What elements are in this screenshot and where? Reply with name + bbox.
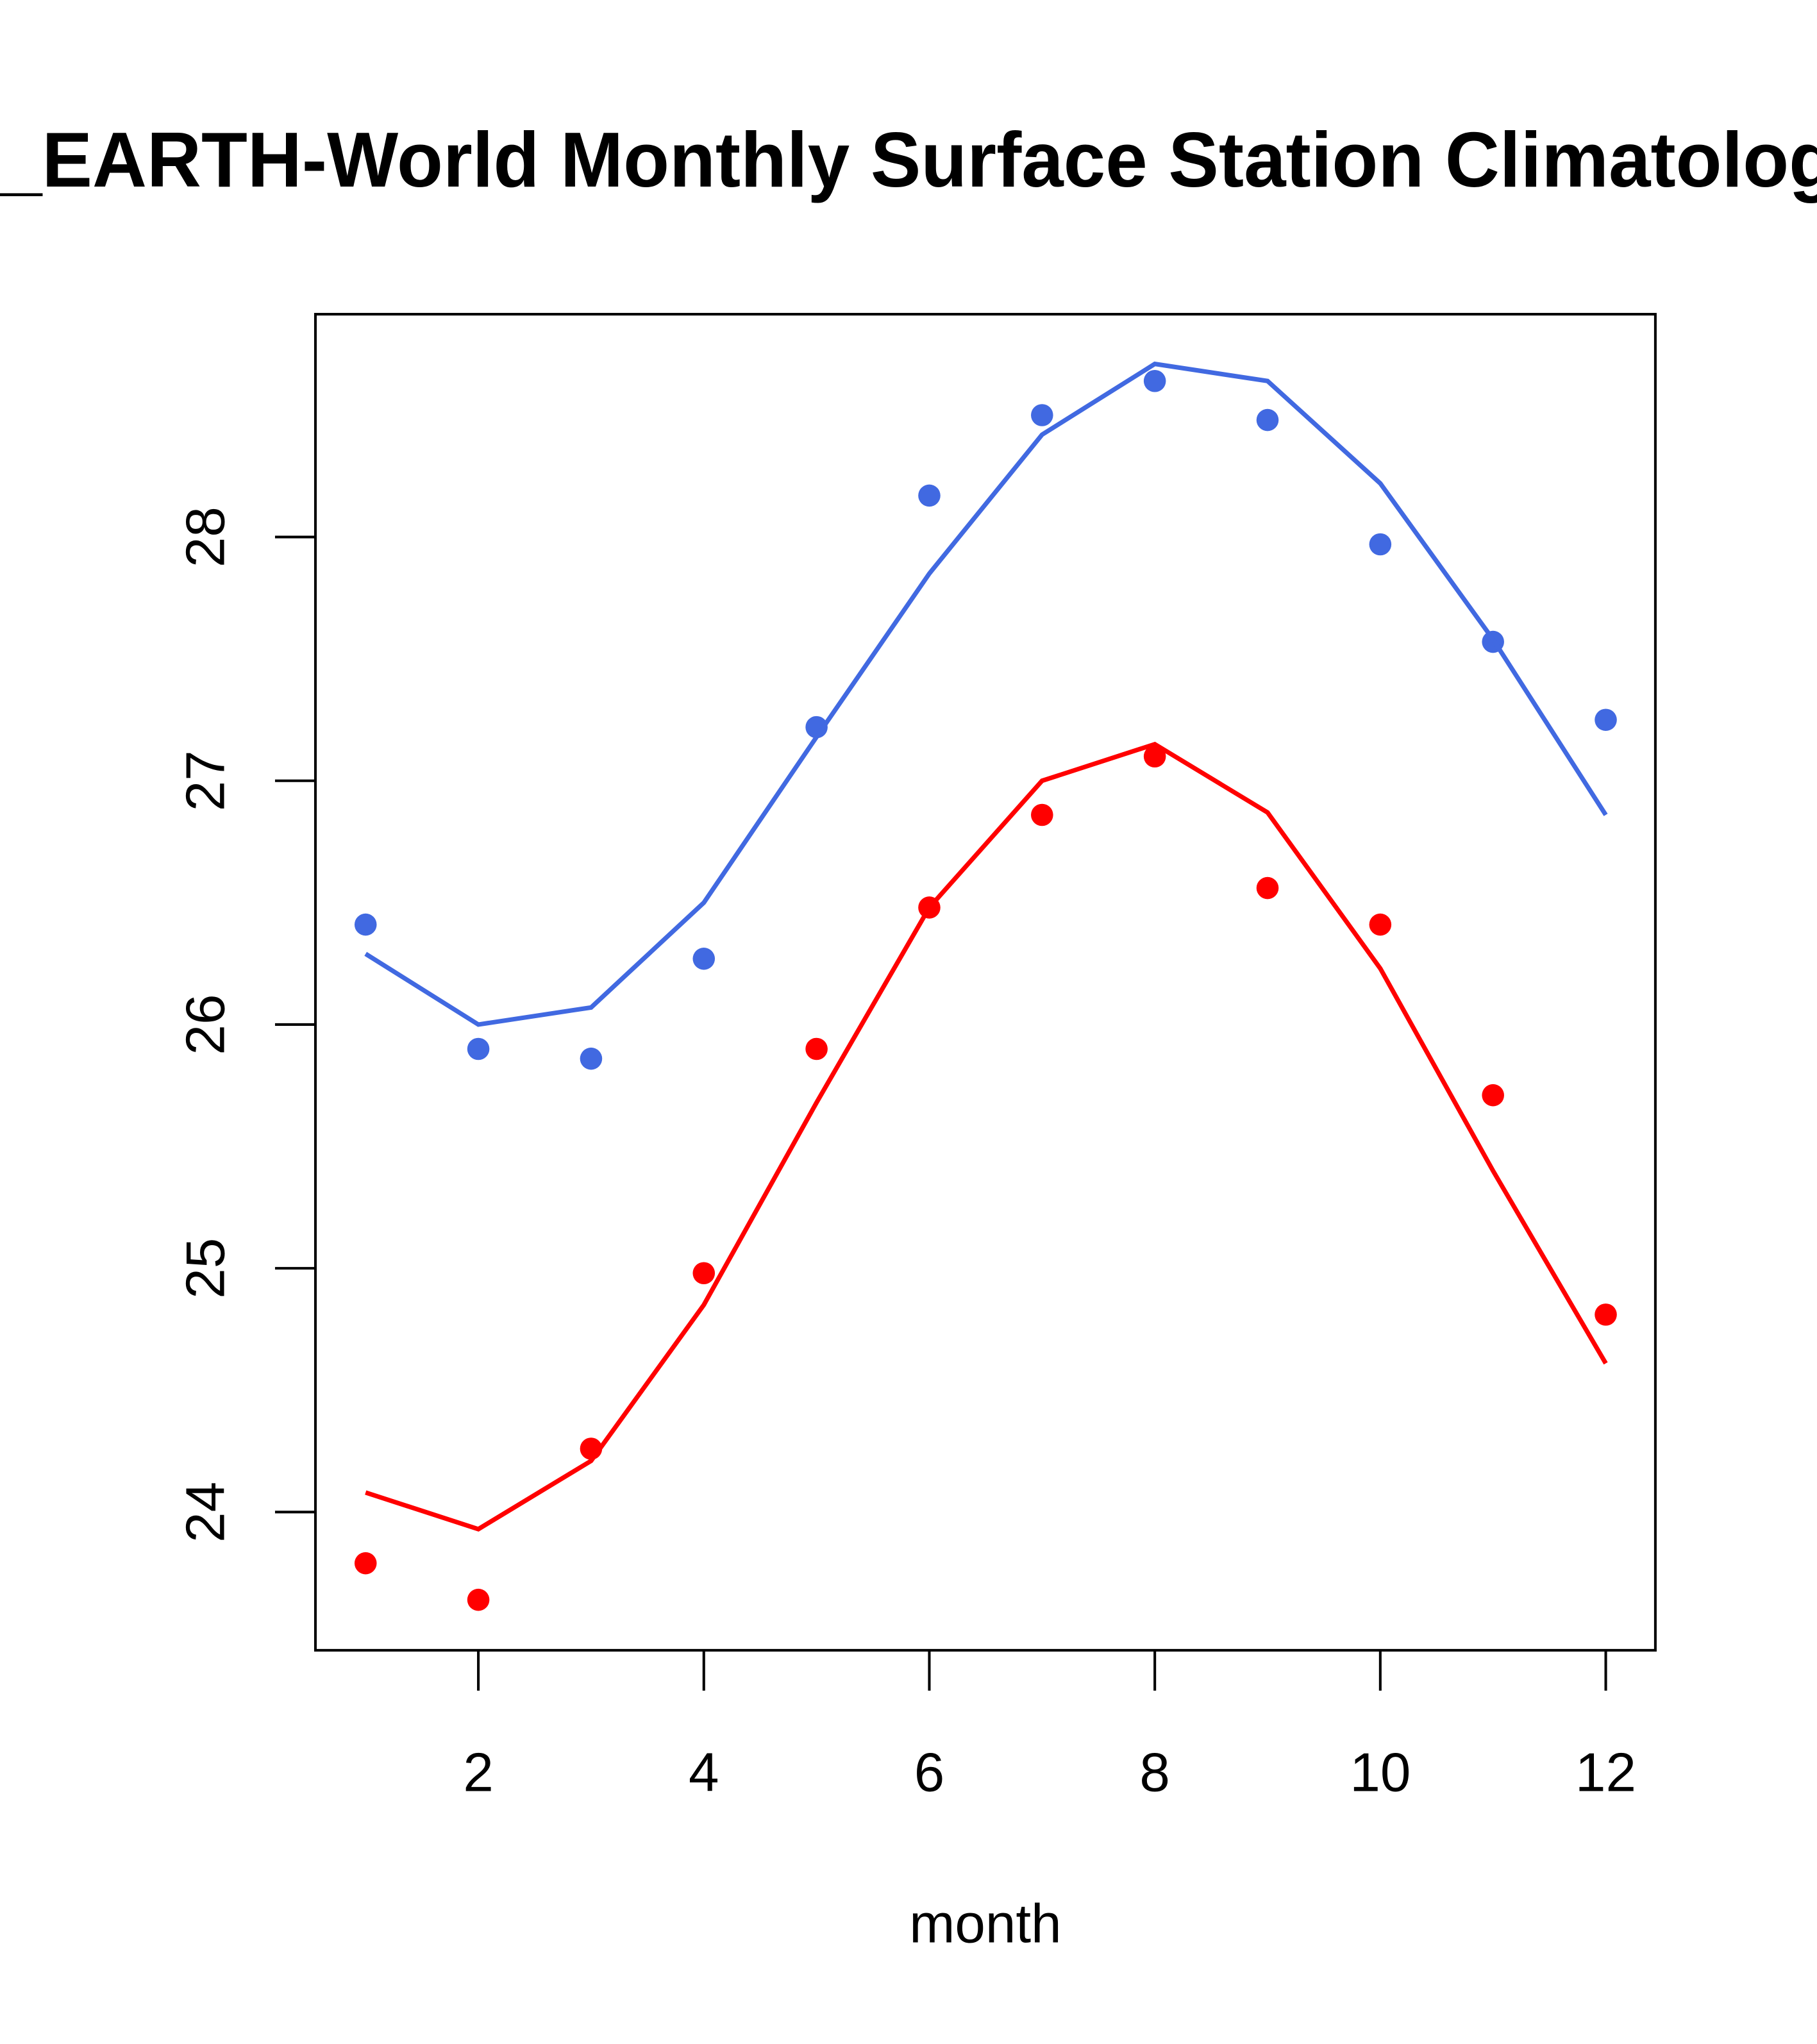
blue-points-point (467, 1037, 490, 1060)
x-axis-label: month (909, 1893, 1061, 1954)
x-tick-label: 12 (1575, 1742, 1636, 1803)
chart-title: _EARTH-World Monthly Surface Station Cli… (0, 116, 1817, 203)
y-tick-label: 25 (176, 1238, 237, 1299)
red-points-point (1031, 803, 1053, 826)
blue-points-point (354, 913, 377, 936)
blue-points-point (918, 484, 941, 507)
blue-points-point (580, 1047, 603, 1070)
x-tick-label: 4 (689, 1742, 719, 1803)
y-tick-label: 28 (176, 507, 237, 567)
x-tick-label: 10 (1350, 1742, 1411, 1803)
blue-line-series (364, 361, 1608, 1027)
red-line-series (365, 741, 1608, 1532)
x-tick-label: 6 (914, 1742, 944, 1803)
x-tick-label: 2 (463, 1742, 493, 1803)
blue-points-point (1143, 369, 1166, 392)
red-points-point (1369, 913, 1392, 936)
red-points-point (467, 1588, 490, 1611)
red-points-point (354, 1552, 377, 1575)
y-tick-label: 24 (176, 1482, 237, 1543)
blue-points-point (1031, 404, 1053, 426)
y-tick-label: 27 (176, 750, 237, 811)
red-points-point (1143, 745, 1166, 768)
red-points-point (1256, 876, 1279, 900)
red-points-point (1482, 1084, 1504, 1107)
blue-points-point (1595, 708, 1617, 731)
plot-frame (314, 313, 1657, 1652)
x-tick-label: 8 (1139, 1742, 1169, 1803)
blue-points-point (1369, 533, 1392, 556)
blue-points-point (1256, 408, 1279, 431)
red-points-point (1595, 1303, 1617, 1326)
blue-points-point (692, 948, 716, 970)
y-tick-label: 26 (176, 994, 237, 1055)
red-points-point (692, 1262, 716, 1285)
red-points-point (805, 1037, 828, 1060)
